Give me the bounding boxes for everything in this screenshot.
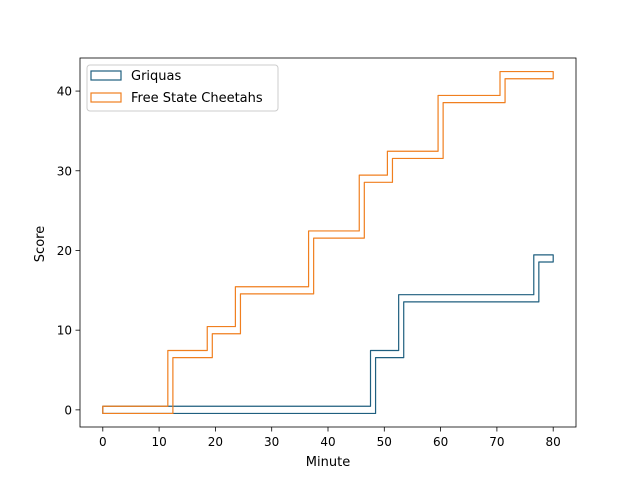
x-axis-ticks: 0 10 20 30 40 50 60 70 80: [99, 427, 561, 449]
series-griquas: [102, 254, 554, 415]
series-free-state-cheetahs: [102, 70, 554, 415]
y-tick-label: 0: [64, 403, 72, 417]
x-tick-label: 50: [377, 435, 392, 449]
legend-frame: [86, 64, 279, 112]
x-tick-label: 30: [264, 435, 279, 449]
series-layer: [102, 70, 554, 415]
x-tick-label: 20: [208, 435, 223, 449]
legend: Griquas Free State Cheetahs: [86, 64, 279, 112]
x-tick-label: 40: [320, 435, 335, 449]
x-axis-label: Minute: [306, 455, 350, 470]
y-tick-label: 30: [57, 164, 72, 178]
y-axis-label: Score: [33, 226, 48, 262]
y-tick-label: 40: [57, 85, 72, 99]
legend-swatch-free-state-cheetahs: [90, 92, 122, 103]
legend-label-free-state-cheetahs: Free State Cheetahs: [131, 91, 263, 106]
x-tick-label: 70: [489, 435, 504, 449]
x-tick-label: 0: [99, 435, 107, 449]
x-tick-label: 60: [433, 435, 448, 449]
legend-label-griquas: Griquas: [131, 69, 181, 84]
x-tick-label: 10: [151, 435, 166, 449]
plot-frame: [79, 57, 577, 428]
y-tick-label: 10: [57, 324, 72, 338]
y-tick-label: 20: [57, 244, 72, 258]
x-tick-label: 80: [546, 435, 561, 449]
y-axis-ticks: 0 10 20 30 40: [57, 85, 80, 417]
legend-swatch-griquas: [90, 70, 122, 81]
